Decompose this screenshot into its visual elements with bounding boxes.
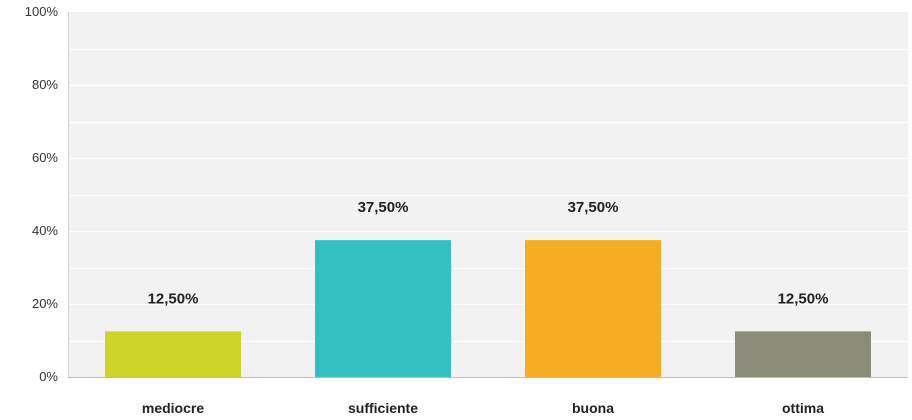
plot-area <box>68 12 908 377</box>
y-tick-label: 0% <box>39 369 58 384</box>
x-tick-label-sufficiente: sufficiente <box>348 400 418 416</box>
y-tick-label: 80% <box>32 77 58 92</box>
x-tick-label-buona: buona <box>572 400 614 416</box>
y-tick-label: 100% <box>25 4 59 19</box>
bar-mediocre <box>105 331 241 377</box>
value-label-sufficiente: 37,50% <box>358 199 409 216</box>
value-label-mediocre: 12,50% <box>148 290 199 307</box>
value-labels: 12,50% 37,50% 37,50% 12,50% <box>148 199 829 307</box>
bar-sufficiente <box>315 240 451 377</box>
y-tick-label: 60% <box>32 150 58 165</box>
x-tick-label-mediocre: mediocre <box>142 400 204 416</box>
y-tick-label: 40% <box>32 223 58 238</box>
value-label-ottima: 12,50% <box>778 290 829 307</box>
bar-ottima <box>735 331 871 377</box>
y-tick-label: 20% <box>32 296 58 311</box>
bar-buona <box>525 240 661 377</box>
x-axis-labels: mediocre sufficiente buona ottima <box>142 400 824 416</box>
value-label-buona: 37,50% <box>568 199 619 216</box>
gridlines <box>68 49 908 342</box>
y-axis-ticks: 0% 20% 40% 60% 80% 100% <box>25 4 59 384</box>
x-tick-label-ottima: ottima <box>782 400 824 416</box>
bars <box>105 240 871 377</box>
